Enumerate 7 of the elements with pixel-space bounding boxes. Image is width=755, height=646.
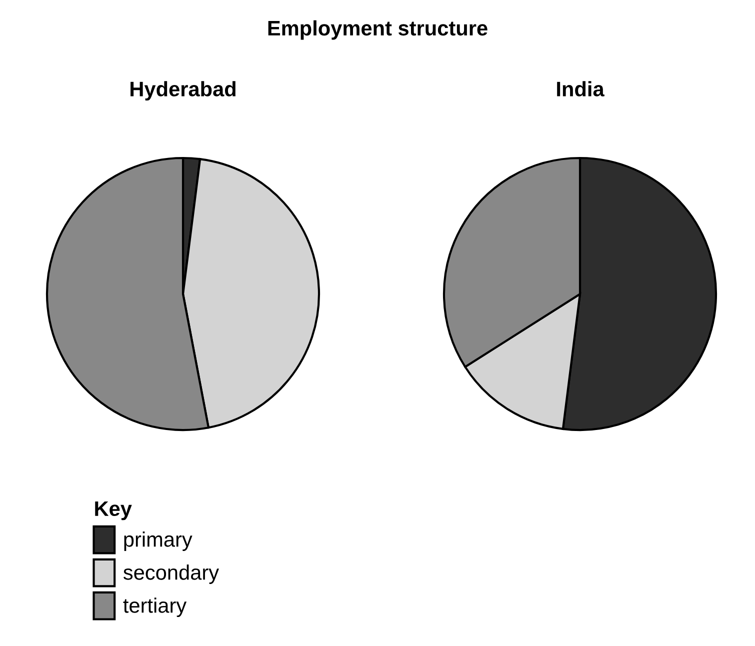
chart-title: Hyderabad <box>130 81 236 101</box>
legend-label: primary <box>124 532 192 551</box>
legend-label: secondary <box>123 564 219 584</box>
text: Employment structure <box>268 20 488 40</box>
legend-title: Key <box>95 502 132 520</box>
legend-label: tertiary <box>123 598 187 617</box>
chart-title: India <box>557 81 604 96</box>
